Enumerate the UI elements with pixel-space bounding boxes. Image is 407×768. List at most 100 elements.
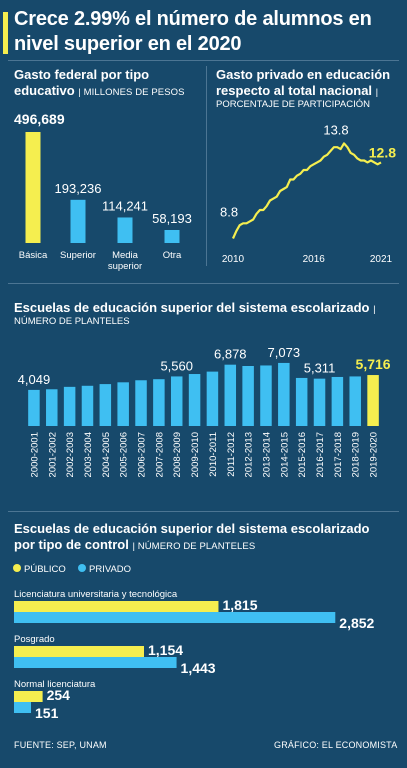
control-private-bar — [14, 657, 177, 668]
schools-category-label: 2004-2005 — [101, 432, 112, 477]
schools-category-label: 2002-2003 — [65, 432, 76, 477]
private-x-tick-label: 2016 — [303, 254, 326, 265]
legend-public-swatch — [13, 564, 21, 572]
control-public-bar — [14, 691, 43, 702]
private-series-line — [231, 142, 382, 239]
schools-bar — [28, 389, 40, 426]
schools-bar — [81, 385, 94, 426]
legend-public-label: PÚBLICO — [24, 564, 66, 575]
schools-bar — [367, 375, 379, 426]
schools-category-label: 2000-2001 — [29, 432, 40, 477]
control-category-label: Licenciatura universitaria y tecnológica — [14, 589, 178, 600]
private-unit: PORCENTAJE DE PARTICIPACIÓN — [216, 99, 370, 110]
divider — [8, 60, 399, 61]
private-title: Gasto privado en educación respecto al t… — [216, 67, 390, 101]
schools-category-label: 2007-2008 — [154, 432, 165, 477]
schools-category-label: 2006-2007 — [137, 432, 148, 477]
schools-bar — [242, 365, 254, 426]
federal-title-line1: Gasto federal por tipo — [14, 67, 150, 82]
federal-unit: | MILLONES DE PESOS — [78, 87, 185, 98]
control-bar-chart: PÚBLICO PRIVADO Licenciatura universitaria… — [13, 564, 375, 721]
schools-category-label: 2015-2016 — [297, 432, 308, 477]
control-title: Escuelas de educación superior del siste… — [14, 521, 369, 555]
schools-bar — [313, 378, 326, 426]
schools-category-label: 2019-2020 — [369, 432, 380, 477]
schools-bar — [135, 380, 147, 426]
federal-category-label: Media — [112, 250, 139, 261]
schools-category-label: 2005-2006 — [119, 432, 130, 477]
schools-bar — [349, 376, 361, 426]
control-public-value: 1,154 — [148, 642, 183, 658]
headline-accent-bar — [3, 12, 8, 54]
federal-value-label: 496,689 — [14, 111, 65, 127]
private-x-tick-label: 2021 — [370, 254, 393, 265]
control-title-line2: por tipo de control — [14, 537, 129, 552]
schools-bar — [188, 374, 201, 426]
schools-bar — [99, 384, 112, 426]
schools-value-label: 5,560 — [160, 358, 193, 373]
schools-bar — [170, 376, 183, 426]
private-line-chart: 2010 2016 2021 8.8 13.8 12.8 — [220, 122, 396, 265]
schools-bar — [206, 371, 219, 426]
private-annotation: 8.8 — [220, 204, 238, 219]
federal-title: Gasto federal por tipo educativo | MILLO… — [14, 67, 185, 101]
private-annotation: 12.8 — [369, 144, 396, 160]
control-public-value: 1,815 — [222, 597, 257, 613]
legend-private-label: PRIVADO — [89, 564, 131, 575]
control-unit: | NÚMERO DE PLANTELES — [132, 541, 256, 552]
control-category-label: Posgrado — [14, 634, 55, 645]
control-public-value: 254 — [47, 687, 71, 703]
schools-title-text: Escuelas de educación superior del siste… — [14, 300, 370, 315]
schools-bar — [331, 376, 344, 426]
private-x-tick-label: 2010 — [222, 254, 245, 265]
federal-bar — [164, 229, 180, 243]
control-public-bar — [14, 646, 145, 657]
federal-bar-chart: 496,689 Básica 193,236 Superior 114,241 Media… — [14, 111, 192, 272]
schools-category-label: 2013-2014 — [261, 432, 272, 477]
schools-category-label: 2008-2009 — [172, 432, 183, 477]
schools-bar — [260, 365, 272, 426]
schools-bar — [153, 379, 165, 426]
control-private-bar — [14, 702, 32, 713]
schools-value-label: 4,049 — [18, 372, 51, 387]
control-category-label: Normal licenciatura — [14, 679, 96, 690]
control-private-value: 2,852 — [339, 615, 374, 631]
schools-category-label: 2010-2011 — [208, 432, 219, 477]
schools-category-label: 2009-2010 — [190, 432, 201, 477]
schools-unit: NÚMERO DE PLANTELES — [14, 316, 130, 327]
federal-value-label: 114,241 — [102, 198, 148, 213]
control-public-bar — [14, 601, 219, 612]
federal-bar — [117, 217, 133, 243]
vertical-divider — [206, 66, 207, 266]
control-private-value: 1,443 — [181, 660, 216, 676]
federal-bar — [70, 199, 86, 243]
schools-value-label: 5,311 — [304, 361, 336, 376]
schools-bar — [117, 382, 129, 426]
schools-bar-chart: 4,049 2000-2001 2001-2002 2002-2003 2003-200… — [18, 345, 391, 477]
schools-bar — [278, 362, 290, 426]
control-title-line1: Escuelas de educación superior del siste… — [14, 521, 370, 536]
schools-bar — [46, 389, 58, 426]
headline: Crece 2.99% el número de alumnos en nive… — [14, 8, 372, 55]
federal-category-label: Otra — [163, 250, 182, 261]
federal-category-label: Superior — [60, 250, 96, 261]
schools-bar — [224, 364, 237, 426]
federal-bar — [25, 132, 41, 243]
schools-bar — [295, 377, 308, 426]
private-title-line2: respecto al total nacional — [216, 83, 373, 98]
schools-category-label: 2014-2015 — [279, 432, 290, 477]
schools-category-label: 2011-2012 — [226, 432, 237, 477]
schools-category-label: 2018-2019 — [351, 432, 362, 477]
private-title-bar: | — [375, 87, 379, 98]
private-title-line1: Gasto privado en educación — [216, 67, 391, 82]
schools-value-label: 7,073 — [268, 345, 301, 360]
schools-bar — [63, 386, 76, 426]
schools-category-label: 2001-2002 — [47, 432, 58, 477]
federal-value-label: 58,193 — [152, 211, 192, 226]
schools-category-label: 2017-2018 — [333, 432, 344, 477]
source-note: FUENTE: SEP, UNAM — [14, 740, 107, 750]
schools-title-bar: | — [373, 304, 376, 315]
schools-category-label: 2016-2017 — [315, 432, 326, 477]
federal-category-label: superior — [108, 261, 142, 272]
divider — [8, 283, 399, 284]
